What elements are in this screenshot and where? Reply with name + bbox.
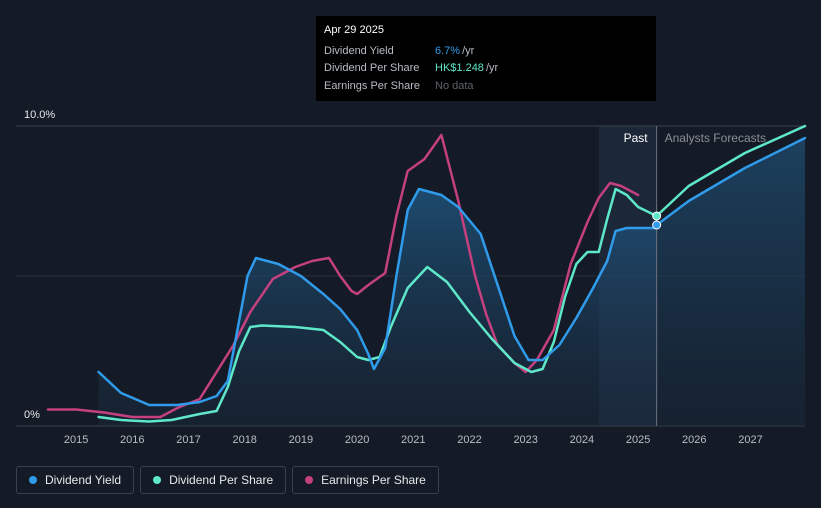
legend-label: Earnings Per Share	[321, 473, 426, 487]
x-tick-label: 2026	[682, 434, 706, 446]
forecast-label: Analysts Forecasts	[665, 131, 766, 145]
tooltip-value: HK$1.248	[435, 62, 484, 75]
tooltip-label: Earnings Per Share	[324, 79, 420, 92]
legend-dot-icon	[305, 476, 314, 484]
x-tick-label: 2025	[626, 434, 650, 446]
x-tick-label: 2017	[176, 434, 200, 446]
tooltip-date: Apr 29 2025	[324, 24, 384, 36]
tooltip-label: Dividend Per Share	[324, 62, 420, 75]
dividend-yield-forecast-line	[655, 136, 807, 227]
legend-label: Dividend Per Share	[169, 473, 274, 487]
legend-label: Dividend Yield	[45, 473, 122, 487]
x-tick-label: 2027	[738, 434, 762, 446]
dividend-per-share-line	[97, 187, 658, 423]
past-label: Past	[624, 131, 649, 145]
x-tick-label: 2016	[120, 434, 144, 446]
x-tick-label: 2019	[289, 434, 313, 446]
legend-item-dividend-per-share[interactable]: Dividend Per Share	[140, 466, 287, 494]
tooltip-row-dividend-per-share: Dividend Per Share HK$1.248 /yr	[324, 60, 648, 78]
x-tick-label: 2023	[513, 434, 537, 446]
tooltip-unit: /yr	[485, 62, 499, 75]
x-tick-label: 2015	[64, 434, 88, 446]
tooltip-value: 6.7%	[435, 44, 461, 57]
y-label-bottom: 0%	[24, 409, 40, 421]
x-tick-label: 2018	[232, 434, 256, 446]
marker-dividend-per-share	[652, 211, 662, 221]
tooltip-unit: /yr	[462, 44, 475, 57]
y-label-top: 10.0%	[24, 109, 55, 121]
legend-item-dividend-yield[interactable]: Dividend Yield	[16, 466, 135, 494]
marker-dividend-yield	[652, 220, 662, 230]
legend-item-earnings-per-share[interactable]: Earnings Per Share	[292, 466, 439, 494]
tooltip-label: Dividend Yield	[324, 44, 394, 57]
tooltip-row-dividend-yield: Dividend Yield 6.7% /yr	[324, 42, 648, 60]
dividend-yield-line	[97, 187, 658, 407]
x-tick-label: 2024	[570, 434, 594, 446]
x-tick-label: 2022	[457, 434, 481, 446]
tooltip-value: No data	[435, 79, 474, 92]
x-tick-label: 2020	[345, 434, 369, 446]
dividend-yield-area	[98, 189, 657, 426]
chart-legend: Dividend Yield Dividend Per Share Earnin…	[16, 466, 439, 494]
earnings-per-share-line	[46, 133, 640, 419]
legend-dot-icon	[29, 476, 37, 484]
legend-dot-icon	[153, 476, 162, 484]
tooltip-row-earnings-per-share: Earnings Per Share No data	[324, 77, 648, 95]
dividend-yield-forecast-area	[656, 138, 805, 426]
x-tick-label: 2021	[401, 434, 425, 446]
dividend-per-share-forecast-line	[655, 124, 807, 218]
chart-tooltip: Apr 29 2025 Dividend Yield 6.7% /yr Divi…	[316, 16, 656, 101]
